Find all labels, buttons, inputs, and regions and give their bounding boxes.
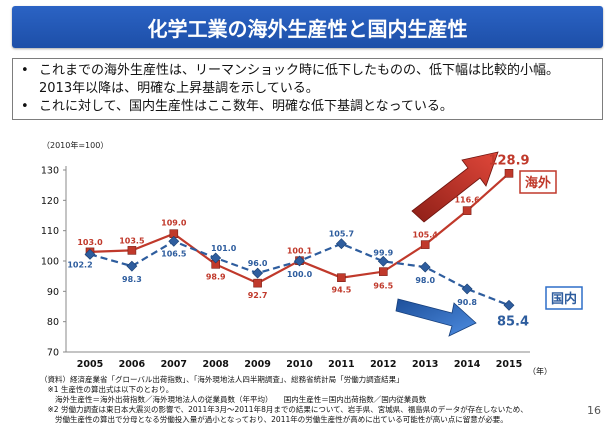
bullet-item: • これに対して、国内生産性はここ数年、明確な低下基調となっている。 bbox=[21, 98, 596, 116]
bullet-box: • これまでの海外生産性は、リーマンショック時に低下したものの、低下幅は比較的小… bbox=[12, 58, 603, 120]
domestic-data-point bbox=[252, 267, 264, 279]
footnotes: （資料）経済産業省「グローバル出荷指数」、「海外現地法人四半期調査」、総務省統計… bbox=[40, 375, 600, 425]
overseas-data-point bbox=[378, 267, 388, 276]
domestic-data-point bbox=[461, 283, 473, 295]
domestic-data-label: 105.7 bbox=[329, 230, 354, 239]
domestic-data-point bbox=[419, 261, 431, 273]
domestic-data-label: 98.0 bbox=[415, 276, 435, 285]
x-tick-label: 2013 bbox=[412, 359, 438, 370]
y-tick-label: 130 bbox=[41, 166, 59, 177]
domestic-data-point bbox=[84, 248, 96, 260]
overseas-data-label: 92.7 bbox=[248, 291, 268, 300]
x-tick-label: 2014 bbox=[454, 359, 481, 370]
y-tick-label: 90 bbox=[47, 287, 59, 298]
domestic-data-label: 102.2 bbox=[67, 260, 92, 269]
footnote-line: 海外生産性＝海外出荷指数／海外現地法人の従業員数（年平均） 国内生産性＝国内出荷… bbox=[40, 395, 427, 404]
footnote-line: ※2 労働力調査は東日本大震災の影響で、2011年3月〜2011年8月までの結果… bbox=[40, 405, 528, 414]
overseas-data-point bbox=[420, 240, 430, 249]
overseas-trend-arrow bbox=[411, 151, 499, 223]
domestic-data-label: 96.0 bbox=[248, 259, 268, 268]
overseas-data-label: 103.5 bbox=[119, 236, 145, 245]
x-tick-label: 2008 bbox=[202, 359, 229, 370]
x-tick-label: 2010 bbox=[286, 359, 313, 370]
domestic-data-point bbox=[168, 235, 180, 247]
overseas-data-label: 98.9 bbox=[206, 272, 226, 281]
domestic-legend-box bbox=[545, 286, 583, 310]
domestic-data-label: 90.8 bbox=[457, 298, 477, 307]
slide-title: 化学工業の海外生産性と国内生産性 bbox=[12, 6, 603, 48]
bullet-marker: • bbox=[21, 63, 29, 78]
x-tick-label: 2007 bbox=[161, 359, 187, 370]
domestic-data-point bbox=[377, 255, 389, 267]
y-tick-label: 120 bbox=[41, 196, 59, 207]
chart-unit-label: （2010年=100） bbox=[42, 141, 109, 150]
bullet-marker: • bbox=[21, 99, 29, 114]
x-tick-label: 2005 bbox=[77, 359, 103, 370]
bullet-text-line: これまでの海外生産性は、リーマンショック時に低下したものの、低下幅は比較的小幅。 bbox=[39, 63, 560, 78]
overseas-data-label: 94.5 bbox=[332, 286, 352, 295]
overseas-legend-label: 海外 bbox=[525, 175, 551, 191]
overseas-data-point bbox=[504, 169, 514, 178]
y-tick-label: 110 bbox=[41, 226, 59, 237]
footnote-line: ※1 生産性の算出式は以下のとおり。 bbox=[40, 385, 174, 394]
domestic-data-point bbox=[503, 299, 515, 311]
domestic-data-label: 101.0 bbox=[211, 244, 237, 253]
domestic-data-label: 98.3 bbox=[122, 275, 142, 284]
overseas-data-label: 96.5 bbox=[373, 282, 393, 291]
page-number: 16 bbox=[587, 404, 601, 417]
x-tick-label: 2009 bbox=[244, 359, 270, 370]
domestic-trend-arrow bbox=[395, 298, 477, 337]
y-tick-label: 100 bbox=[41, 257, 59, 268]
domestic-legend-label: 国内 bbox=[551, 291, 577, 307]
bullet-text-line: これに対して、国内生産性はここ数年、明確な低下基調となっている。 bbox=[39, 99, 453, 114]
overseas-data-label: 109.0 bbox=[161, 219, 187, 228]
y-tick-label: 80 bbox=[47, 317, 59, 328]
footnote-line: 労働生産性の算出で分母となる労働投入量が過小となっており、2011年の労働生産性… bbox=[40, 415, 508, 424]
domestic-data-label: 99.9 bbox=[373, 248, 393, 257]
footnote-line: （資料）経済産業省「グローバル出荷指数」、「海外現地法人四半期調査」、総務省統計… bbox=[40, 375, 404, 384]
domestic-data-label: 85.4 bbox=[497, 314, 529, 329]
overseas-data-point bbox=[127, 246, 137, 255]
overseas-data-label: 105.4 bbox=[413, 231, 439, 240]
domestic-data-label: 100.0 bbox=[287, 270, 313, 279]
x-axis-unit: （年） bbox=[528, 366, 552, 376]
bullet-item: • これまでの海外生産性は、リーマンショック時に低下したものの、低下幅は比較的小… bbox=[21, 62, 596, 98]
x-tick-label: 2006 bbox=[119, 359, 146, 370]
x-tick-label: 2011 bbox=[328, 359, 354, 370]
overseas-data-point bbox=[253, 278, 262, 288]
overseas-data-label: 116.6 bbox=[454, 196, 480, 205]
domestic-data-label: 106.5 bbox=[161, 249, 187, 258]
overseas-data-label: 103.0 bbox=[77, 238, 103, 247]
domestic-data-point bbox=[126, 260, 138, 272]
overseas-legend-box bbox=[519, 170, 557, 194]
overseas-data-point bbox=[462, 206, 472, 215]
x-tick-label: 2015 bbox=[496, 359, 522, 370]
overseas-data-label: 128.9 bbox=[488, 153, 529, 168]
bullet-text-line: 2013年以降は、明確な上昇基調を示している。 bbox=[39, 81, 319, 96]
domestic-data-point bbox=[294, 255, 305, 267]
overseas-data-point bbox=[337, 273, 346, 282]
overseas-data-label: 100.1 bbox=[287, 247, 313, 256]
x-tick-label: 2012 bbox=[370, 359, 396, 370]
y-tick-label: 70 bbox=[47, 348, 59, 359]
domestic-data-point bbox=[335, 238, 347, 250]
domestic-data-point bbox=[210, 252, 222, 264]
